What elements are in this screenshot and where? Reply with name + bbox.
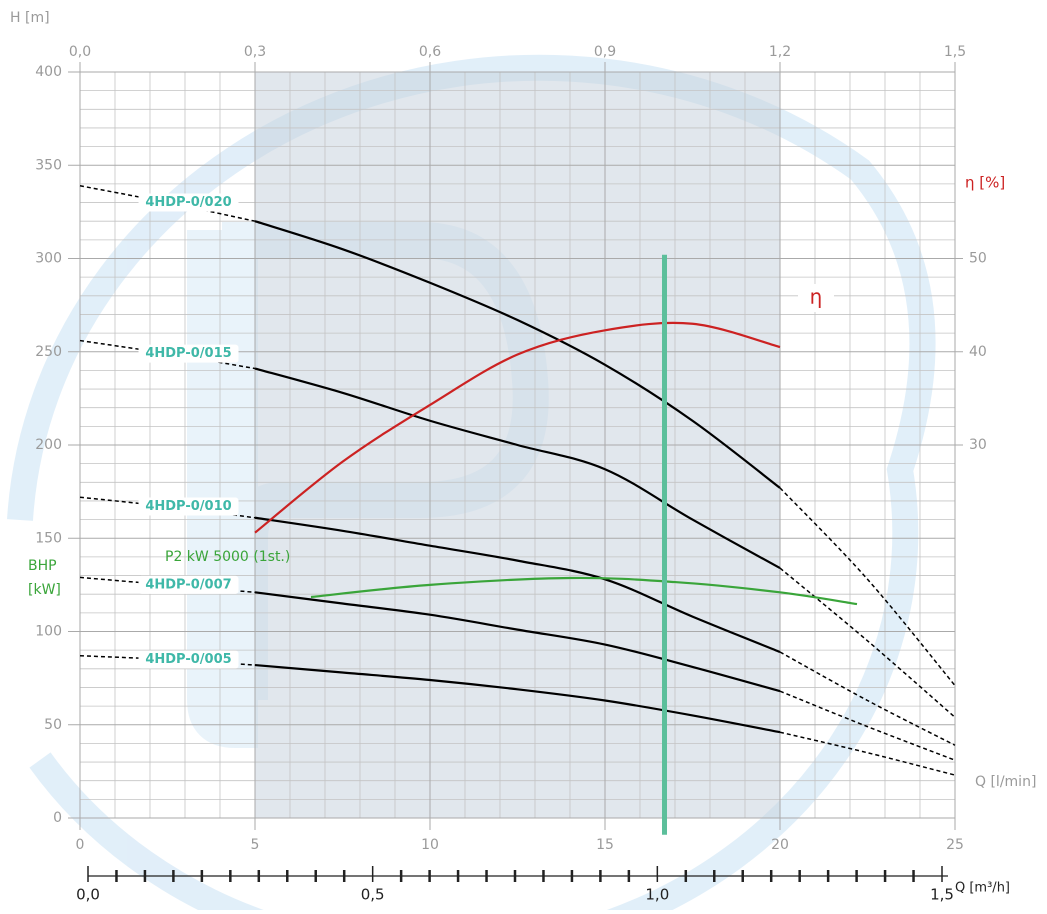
efficiency-label: η: [810, 285, 823, 309]
y-tick-label: 250: [35, 344, 62, 360]
curve-label-bg: [138, 344, 239, 363]
top-tick-label: 0,3: [244, 44, 266, 60]
top-tick-label: 1,5: [944, 44, 966, 60]
x-tick-label: 20: [771, 837, 789, 853]
efficiency-label-bg: [798, 284, 834, 312]
y2-tick-label: 50: [969, 251, 987, 267]
y-tick-label: 400: [35, 64, 62, 80]
bottom-axis-label: Q [m³/h]: [955, 881, 1010, 896]
pump-curve-dashed: [779, 731, 956, 776]
pump-curve: [254, 220, 781, 489]
x-tick-label: 15: [596, 837, 614, 853]
y-tick-label: 300: [35, 251, 62, 267]
pump-curve: [254, 367, 781, 570]
y-axis-label: H [m]: [10, 10, 50, 26]
top-tick-label: 0,0: [69, 44, 91, 60]
power-label: P2 kW 5000 (1st.): [165, 549, 290, 565]
pump-curve: [254, 663, 781, 734]
pump-curve: [254, 591, 781, 693]
y-tick-label: 100: [35, 624, 62, 640]
curve-label-bg: [138, 575, 239, 594]
curve-label: 4HDP-0/010: [145, 499, 231, 514]
y2-axis-label: η [%]: [965, 174, 1005, 192]
curve-label: 4HDP-0/015: [145, 346, 231, 361]
curve-label: 4HDP-0/005: [145, 652, 231, 667]
x-tick-label: 0: [76, 837, 85, 853]
y-tick-label: 0: [53, 810, 62, 826]
efficiency-curve: [254, 321, 781, 534]
power-curve: [310, 576, 858, 606]
power-axis-label-line: BHP: [28, 558, 57, 574]
power-axis-label-line: [kW]: [28, 582, 61, 598]
power-axis-label: BHP [kW]: [28, 558, 61, 598]
pump-curve: [254, 516, 781, 654]
y-tick-label: 200: [35, 437, 62, 453]
x-tick-label: 25: [946, 837, 964, 853]
x-tick-label: 5: [251, 837, 260, 853]
y-tick-label: 50: [44, 717, 62, 733]
curve-layer: [79, 185, 956, 835]
curve-label: 4HDP-0/007: [145, 577, 231, 592]
pump-curve-dashed: [779, 567, 956, 718]
top-tick-label: 0,6: [419, 44, 441, 60]
x-tick-label: 10: [421, 837, 439, 853]
curve-label: 4HDP-0/020: [145, 195, 231, 210]
y-tick-label: 150: [35, 530, 62, 546]
bottom-tick-label: 1,0: [645, 886, 669, 904]
top-tick-label: 1,2: [769, 44, 791, 60]
bottom-tick-label: 0,5: [361, 886, 385, 904]
curve-label-bg: [138, 497, 239, 516]
curve-label-bg: [138, 650, 239, 669]
bottom-tick-label: 1,5: [930, 886, 954, 904]
pump-curve-dashed: [779, 651, 956, 746]
pump-curve-dashed: [79, 339, 256, 370]
pump-curve-dashed: [779, 690, 956, 761]
bottom-tick-label: 0,0: [76, 886, 100, 904]
y-tick-label: 350: [35, 157, 62, 173]
pump-curve-dashed: [779, 487, 956, 687]
curve-label-bg: [138, 193, 239, 212]
x-axis-label: Q [l/min]: [975, 774, 1036, 790]
y2-tick-label: 30: [969, 437, 987, 453]
top-tick-label: 0,9: [594, 44, 616, 60]
y2-tick-label: 40: [969, 344, 987, 360]
